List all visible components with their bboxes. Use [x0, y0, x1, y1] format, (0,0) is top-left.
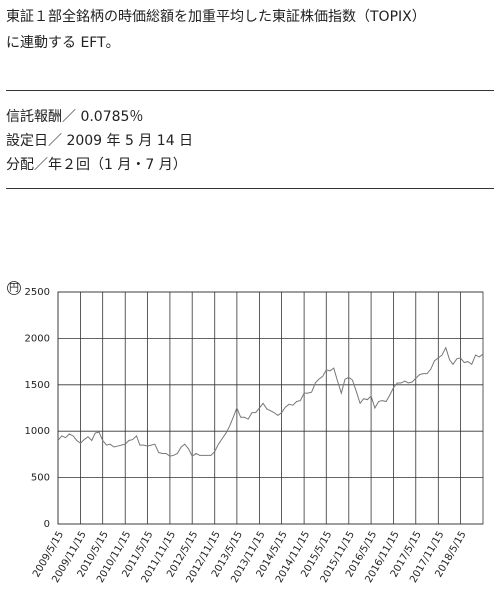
y-tick-label: 2500 [25, 287, 50, 298]
description-line: に連動する EFT。 [6, 35, 120, 51]
y-tick-label: 1000 [25, 426, 50, 437]
description-line: 東証１部全銘柄の時価総額を加重平均した東証株価指数（TOPIX） [6, 9, 426, 25]
divider [6, 90, 494, 91]
divider [6, 188, 494, 189]
y-tick-label: 2000 [25, 333, 50, 344]
plot-border [57, 291, 484, 525]
detail-line: 分配／年２回（1 月・7 月） [6, 157, 187, 173]
y-tick-label: 0 [44, 519, 50, 530]
y-tick-label: 500 [31, 473, 50, 484]
detail-line: 設定日／ 2009 年 5 月 14 日 [6, 133, 194, 149]
detail-line: 信託報酬／ 0.0785％ [6, 109, 144, 125]
price-line [57, 346, 484, 458]
y-axis-label: 円 [9, 283, 19, 294]
chart: 円 050010001500200025002009/5/152009/11/1… [7, 281, 484, 585]
y-label-circle [7, 281, 21, 295]
y-tick-label: 1500 [25, 380, 50, 391]
